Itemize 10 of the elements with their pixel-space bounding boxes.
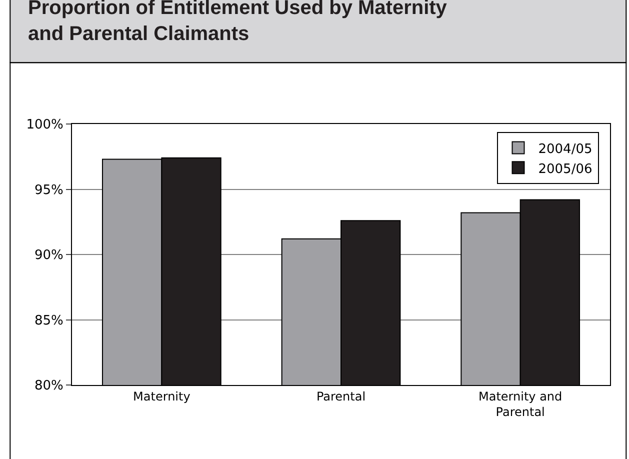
legend-label: 2005/06 bbox=[538, 162, 592, 177]
x-tick-label: Maternity and Parental bbox=[478, 389, 562, 419]
y-tick-label: 100% bbox=[26, 118, 64, 133]
y-tick-label: 80% bbox=[34, 378, 64, 394]
legend-label: 2004/05 bbox=[538, 142, 592, 157]
x-tick-label: Parental bbox=[316, 389, 366, 404]
y-tick-label: 90% bbox=[34, 248, 64, 264]
y-tick-label: 85% bbox=[34, 313, 64, 328]
y-tick-label: 95% bbox=[34, 182, 64, 198]
x-tick-label: Maternity bbox=[133, 389, 190, 404]
